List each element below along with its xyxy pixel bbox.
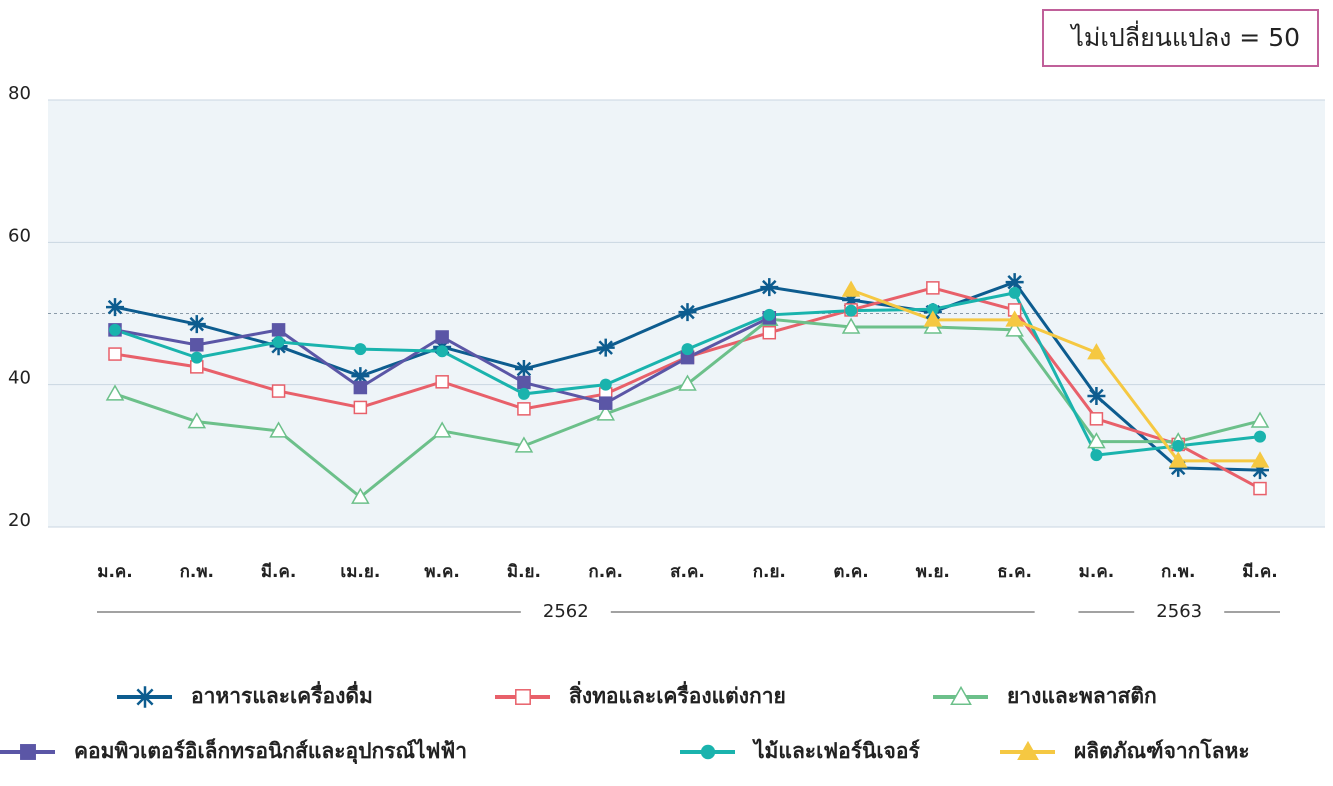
x-tick-label: มี.ค.	[261, 561, 297, 582]
x-tick-label: ก.ย.	[753, 562, 786, 582]
point-marker	[515, 360, 533, 378]
legend-marker	[134, 686, 156, 708]
x-tick-label: ธ.ค.	[997, 562, 1032, 582]
legend-label: ยางและพลาสติก	[1007, 684, 1157, 708]
point-marker	[679, 303, 697, 321]
point-marker	[273, 324, 285, 336]
y-tick-label: 40	[8, 368, 31, 389]
annotation: ไม่เปลี่ยนแปลง = 50	[1069, 20, 1300, 52]
point-marker	[763, 327, 775, 339]
point-marker	[191, 352, 203, 364]
x-tick-label: ก.ค.	[588, 562, 623, 582]
point-marker	[436, 331, 448, 343]
point-marker	[106, 298, 124, 316]
point-marker	[273, 385, 285, 397]
x-tick-label: ก.พ.	[180, 562, 214, 582]
point-marker	[1090, 449, 1102, 461]
point-marker	[354, 343, 366, 355]
point-marker	[273, 336, 285, 348]
chart: ไม่เปลี่ยนแปลง = 50 20 40 60 80 ม.ค. ก.พ. มี.ค…	[0, 0, 1333, 782]
x-tick-label: มี.ค.	[1242, 561, 1278, 582]
point-marker	[1090, 413, 1102, 425]
point-marker	[1254, 431, 1266, 443]
x-tick-label: ส.ค.	[670, 562, 705, 582]
x-tick-label: พ.ย.	[916, 562, 950, 582]
point-marker	[354, 401, 366, 413]
point-marker	[191, 339, 203, 351]
y-tick-label: 60	[8, 225, 31, 246]
point-marker	[1087, 387, 1105, 405]
year-label: 2562	[543, 601, 589, 622]
point-marker	[600, 379, 612, 391]
legend-label: คอมพิวเตอร์อิเล็กทรอนิกส์และอุปกรณ์ไฟฟ้า	[74, 737, 467, 765]
legend-label: ไม้และเฟอร์นิเจอร์	[752, 738, 920, 763]
point-marker	[109, 324, 121, 336]
legend-label: ผลิตภัณฑ์จากโลหะ	[1074, 738, 1250, 763]
point-marker	[1254, 483, 1266, 495]
x-tick-label: ก.พ.	[1161, 562, 1195, 582]
x-tick-label: เม.ย.	[340, 562, 380, 582]
point-marker	[436, 345, 448, 357]
y-tick-label: 20	[8, 510, 31, 531]
point-marker	[109, 348, 121, 360]
legend-label: สิ่งทอและเครื่องแต่งกาย	[569, 680, 786, 708]
point-marker	[436, 376, 448, 388]
year-label: 2563	[1156, 601, 1202, 622]
point-marker	[1172, 440, 1184, 452]
legend-marker	[701, 745, 715, 759]
point-marker	[518, 403, 530, 415]
y-tick-label: 80	[8, 83, 31, 104]
point-marker	[518, 377, 530, 389]
point-marker	[760, 278, 778, 296]
legend-label: อาหารและเครื่องดื่ม	[191, 680, 373, 708]
point-marker	[845, 305, 857, 317]
legend-marker	[21, 745, 35, 759]
x-tick-label: ม.ค.	[1079, 562, 1115, 582]
x-tick-label: พ.ค.	[424, 562, 460, 582]
point-marker	[597, 339, 615, 357]
point-marker	[682, 343, 694, 355]
x-tick-label: ม.ค.	[97, 562, 133, 582]
point-marker	[354, 382, 366, 394]
point-marker	[188, 315, 206, 333]
point-marker	[1009, 287, 1021, 299]
point-marker	[600, 397, 612, 409]
point-marker	[763, 309, 775, 321]
legend-marker	[516, 690, 530, 704]
point-marker	[927, 282, 939, 294]
point-marker	[518, 388, 530, 400]
x-tick-label: มิ.ย.	[507, 562, 541, 582]
x-tick-label: ต.ค.	[833, 562, 868, 582]
